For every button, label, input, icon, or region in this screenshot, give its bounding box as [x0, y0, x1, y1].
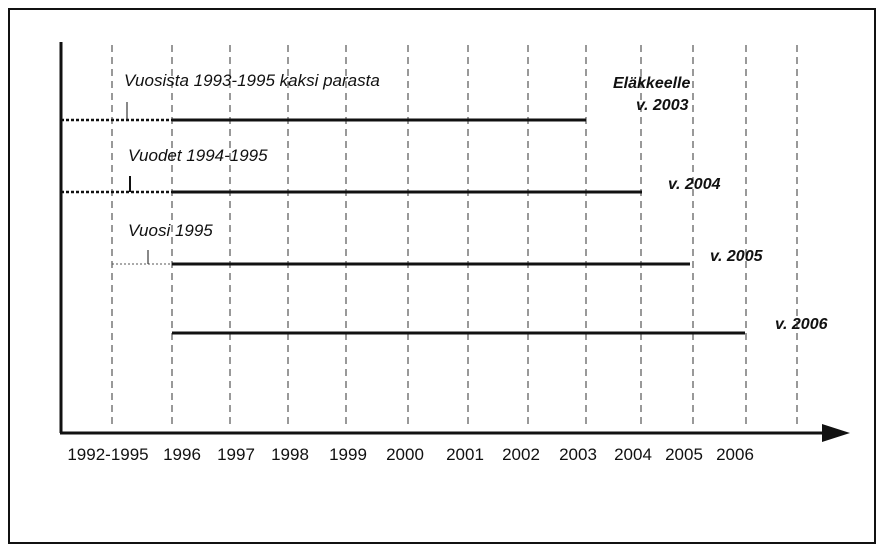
end-label: v. 2004 [668, 176, 721, 193]
row-label: Vuosi 1995 [128, 221, 213, 240]
axis-label: 2000 [386, 445, 424, 464]
axis-label: 2001 [446, 445, 484, 464]
axis-label: 2006 [716, 445, 754, 464]
heading: Eläkkeelle [613, 75, 691, 92]
row-label: Vuodet 1994-1995 [128, 146, 268, 165]
axis-labels: 1992-1995 1996 1997 1998 1999 2000 2001 2002 200… [67, 445, 754, 464]
axis-label: 2003 [559, 445, 597, 464]
axis-label: 1998 [271, 445, 309, 464]
grid-lines [111, 45, 798, 425]
axis-label: 1992-1995 [67, 445, 148, 464]
axis-label: 1999 [329, 445, 367, 464]
axis-label: 2005 [665, 445, 703, 464]
axis-label: 1997 [217, 445, 255, 464]
end-label: v. 2003 [636, 97, 689, 114]
end-label: v. 2006 [775, 316, 828, 333]
axis-label: 1996 [163, 445, 201, 464]
frame [8, 8, 876, 544]
row-label: Vuosista 1993-1995 kaksi parasta [124, 71, 380, 90]
axis-label: 2002 [502, 445, 540, 464]
row-lines [61, 102, 745, 335]
axis-arrow [822, 424, 850, 442]
axis-label: 2004 [614, 445, 652, 464]
end-label: v. 2005 [710, 248, 764, 265]
